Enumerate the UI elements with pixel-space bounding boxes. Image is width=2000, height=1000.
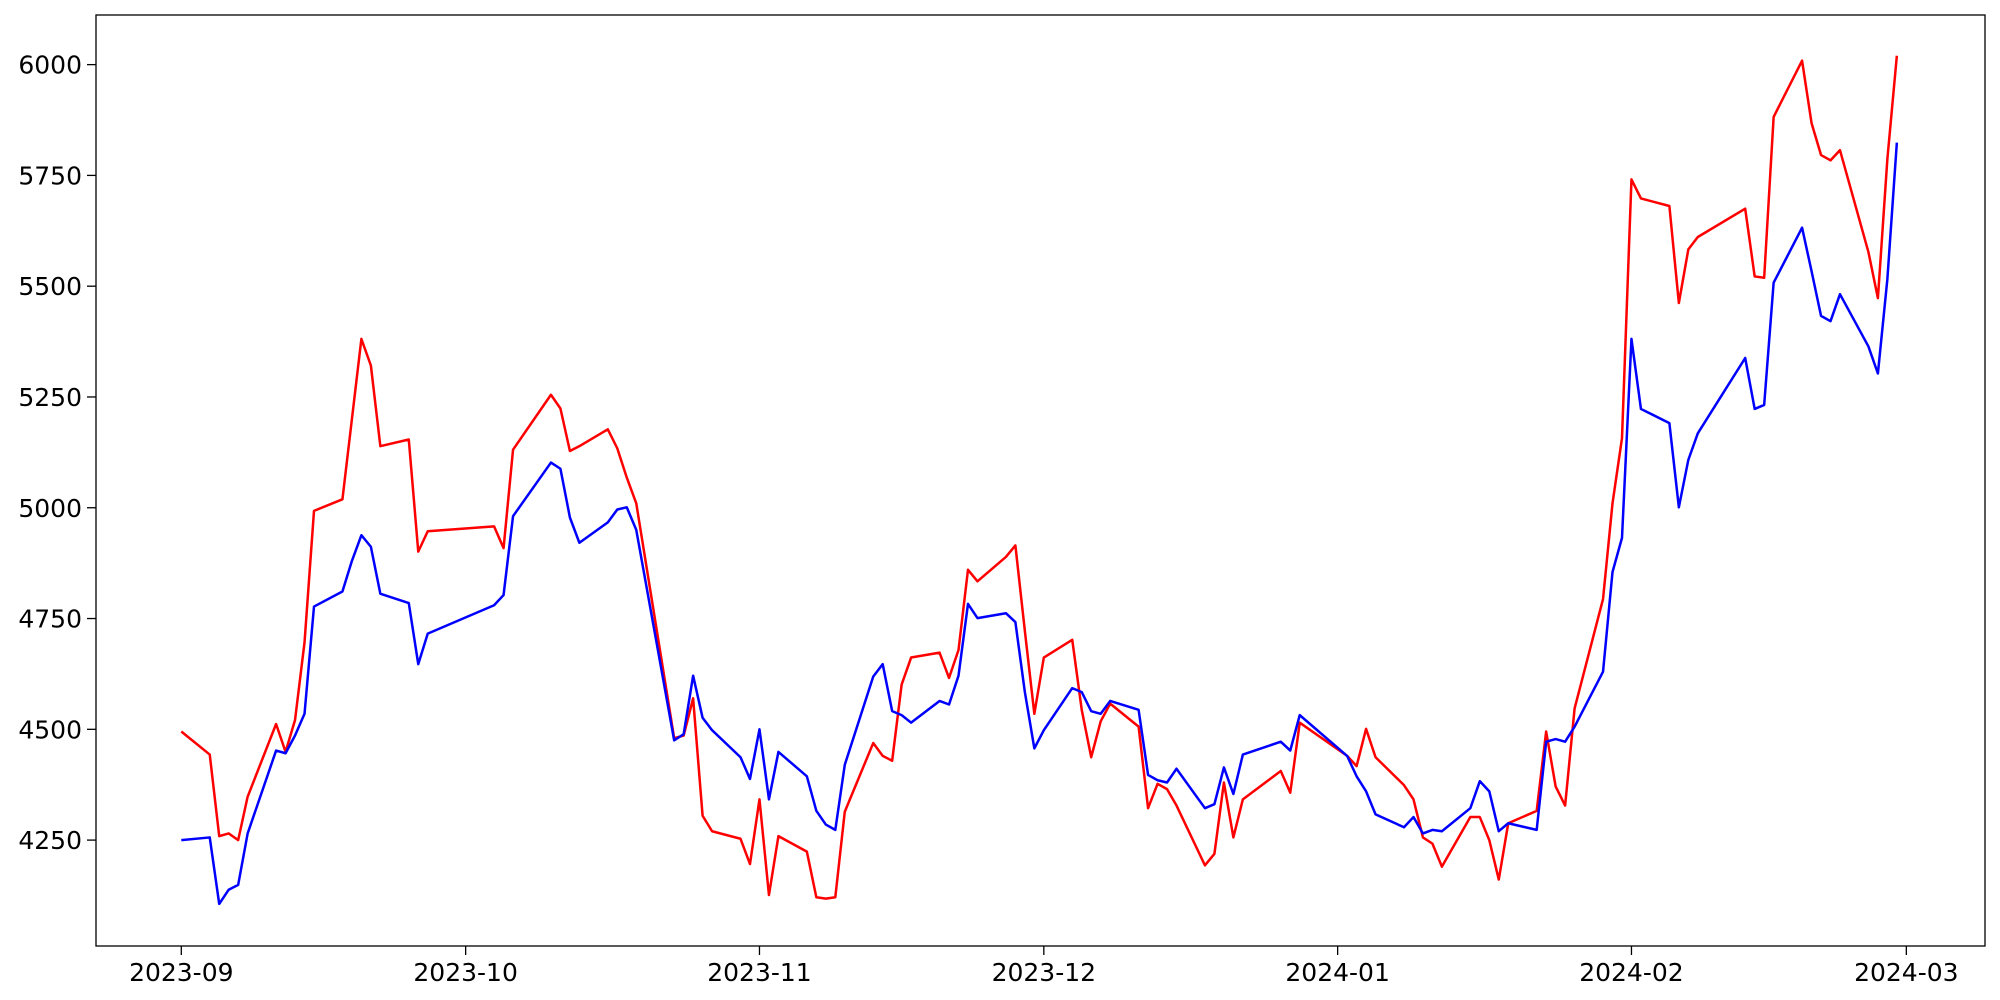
y-tick-label: 4750 bbox=[18, 605, 82, 634]
x-tick-label: 2023-11 bbox=[707, 958, 811, 987]
line-series bbox=[181, 142, 1899, 906]
x-tick-label: 2024-02 bbox=[1579, 958, 1683, 987]
y-tick-label: 5000 bbox=[18, 494, 82, 523]
line-series bbox=[180, 55, 1899, 900]
y-tick-label: 5750 bbox=[18, 161, 82, 190]
y-tick-label: 5250 bbox=[18, 383, 82, 412]
x-tick-label: 2024-03 bbox=[1854, 958, 1958, 987]
x-tick-label: 2023-09 bbox=[129, 958, 233, 987]
x-tick-label: 2024-01 bbox=[1285, 958, 1389, 987]
x-tick-label: 2023-10 bbox=[413, 958, 517, 987]
y-tick-label: 4250 bbox=[18, 826, 82, 855]
x-tick-label: 2023-12 bbox=[992, 958, 1096, 987]
y-tick-label: 5500 bbox=[18, 272, 82, 301]
y-tick-label: 4500 bbox=[18, 715, 82, 744]
plot-frame bbox=[95, 14, 1986, 947]
y-tick-label: 6000 bbox=[18, 51, 82, 80]
